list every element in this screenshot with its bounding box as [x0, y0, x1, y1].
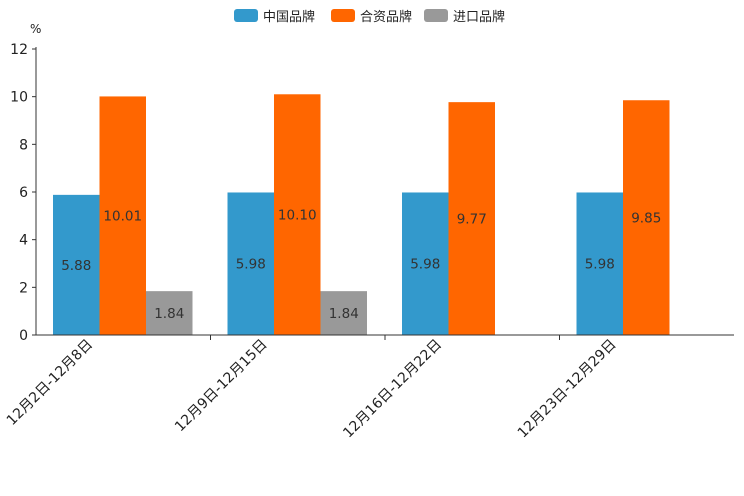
bar-value-label: 5.98	[410, 257, 440, 273]
bar-value-label: 1.84	[329, 306, 359, 322]
y-tick-label: 4	[19, 233, 28, 249]
bar-value-label: 9.77	[457, 212, 487, 228]
legend-label: 进口品牌	[453, 9, 505, 25]
y-tick-label: 10	[10, 90, 28, 106]
legend-swatch	[234, 9, 258, 22]
bar	[146, 291, 193, 335]
bar	[448, 102, 495, 335]
x-axis: 12月2日-12月8日 12月9日-12月15日 12月16日-12月22日 12月2…	[4, 334, 734, 442]
bar-value-label: 5.98	[585, 257, 615, 273]
legend-swatch	[424, 9, 448, 22]
x-tick-label: 12月2日-12月8日	[4, 337, 96, 429]
bars: 5.88 10.01 1.84 5.98 10.10 1.84 5.98 9.77 5.98 9.…	[53, 94, 670, 336]
y-axis: 0 2 4 6 8 10 12	[10, 42, 37, 344]
bar	[274, 94, 321, 336]
legend: 中国品牌 合资品牌 进口品牌	[234, 9, 505, 25]
bar-value-label: 10.01	[103, 209, 142, 225]
bar	[623, 100, 670, 335]
y-tick-label: 0	[19, 328, 28, 344]
bar-value-label: 5.98	[236, 257, 266, 273]
bar	[402, 192, 449, 335]
y-tick-label: 12	[10, 42, 28, 58]
y-tick-label: 6	[19, 185, 28, 201]
y-tick-label: 2	[19, 280, 28, 296]
legend-label: 中国品牌	[263, 9, 315, 25]
bar	[53, 194, 100, 335]
bar-value-label: 1.84	[154, 306, 184, 322]
y-axis-unit-label: %	[30, 22, 41, 36]
bar	[99, 96, 146, 335]
x-tick-label: 12月23日-12月29日	[515, 337, 620, 442]
bar-value-label: 5.88	[61, 258, 91, 274]
legend-swatch	[331, 9, 355, 22]
bar	[576, 192, 623, 335]
bar	[227, 192, 274, 335]
x-tick-label: 12月16日-12月22日	[340, 337, 445, 442]
bar-value-label: 10.10	[278, 208, 317, 224]
x-tick-label: 12月9日-12月15日	[172, 337, 271, 436]
bar	[320, 291, 367, 335]
bar-value-label: 9.85	[631, 211, 661, 227]
legend-label: 合资品牌	[360, 9, 412, 25]
y-tick-label: 8	[19, 137, 28, 153]
